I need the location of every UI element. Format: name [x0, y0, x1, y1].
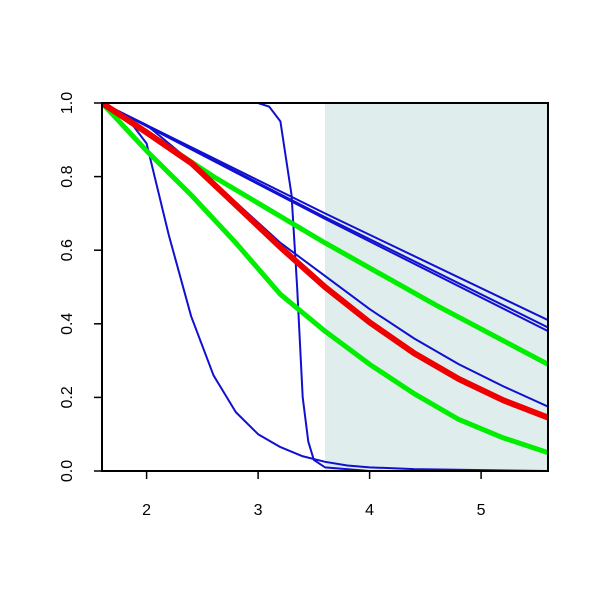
y-tick-label: 1.0	[59, 92, 76, 114]
shaded-region	[325, 103, 548, 471]
line-series	[102, 103, 548, 456]
x-tick-label: 5	[477, 502, 486, 519]
x-tick-label: 2	[142, 502, 151, 519]
x-tick-label: 3	[254, 502, 263, 519]
y-tick-label: 0.8	[59, 165, 76, 187]
y-tick-label: 0.0	[59, 460, 76, 482]
line-series	[102, 103, 548, 333]
y-tick-label: 0.2	[59, 386, 76, 408]
line-series	[102, 103, 548, 421]
line-series	[102, 103, 548, 471]
plot-frame	[101, 102, 549, 472]
x-tick-label: 4	[365, 502, 374, 519]
y-tick-label: 0.4	[59, 313, 76, 335]
line-series	[102, 103, 548, 322]
y-tick-label: 0.6	[59, 239, 76, 261]
line-series	[102, 103, 548, 471]
